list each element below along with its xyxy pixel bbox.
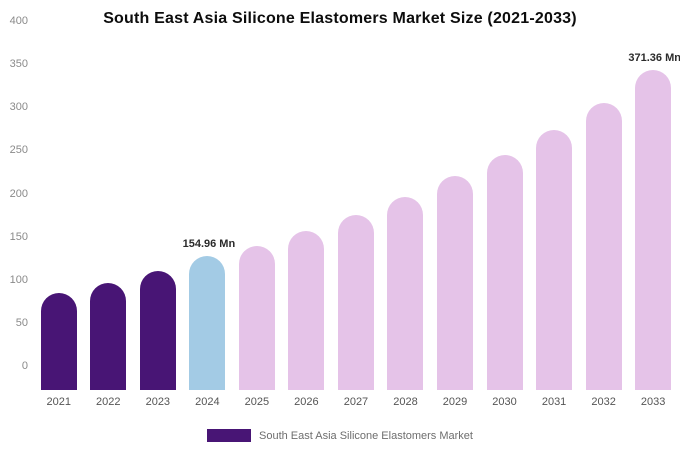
bar-value-label: 371.36 Mn (628, 51, 680, 64)
y-axis-tick: 200 (9, 187, 28, 200)
bar-2026 (288, 231, 325, 390)
y-axis-tick: 250 (9, 144, 28, 157)
bar-2030 (486, 154, 523, 390)
bar-2024 (189, 256, 226, 390)
legend-swatch (207, 429, 251, 442)
bars-row: 2021 2022 2023 154.96 Mn 2024 2025 2026 2027 202… (34, 45, 680, 414)
bar-column: 2023 (133, 45, 183, 414)
bar-2027 (337, 214, 374, 390)
y-axis-tick: 0 (21, 360, 28, 372)
bar-2023 (139, 270, 176, 390)
x-axis-label: 2023 (145, 396, 171, 408)
bar-2022 (90, 283, 127, 390)
y-axis-tick: 100 (9, 273, 28, 286)
bar-column: 154.96 Mn 2024 (182, 45, 236, 414)
y-axis-tick: 150 (9, 230, 28, 243)
plot-area: 0 50 100 150 200 250 300 350 400 2021 2022 2023 154… (0, 15, 680, 414)
y-axis-tick: 350 (9, 58, 28, 71)
bar-2033 (635, 69, 672, 390)
bar-column: 2032 (579, 45, 629, 414)
bar-2031 (536, 130, 573, 390)
bar-column: 2025 (232, 45, 282, 414)
x-axis-label: 2029 (442, 396, 468, 408)
x-axis-label: 2022 (96, 396, 121, 408)
bar-column: 2026 (282, 45, 332, 414)
x-axis-label: 2033 (640, 396, 666, 408)
bar-2029 (437, 176, 474, 390)
x-axis-label: 2032 (591, 396, 616, 408)
y-axis-tick: 400 (9, 15, 28, 27)
x-axis-label: 2030 (492, 396, 517, 408)
x-axis-label: 2021 (46, 396, 71, 408)
bar-2021 (40, 293, 77, 390)
legend-label: South East Asia Silicone Elastomers Mark… (259, 429, 473, 442)
bar-column: 2030 (480, 45, 530, 414)
bar-2028 (387, 196, 424, 390)
bar-column: 371.36 Mn 2033 (628, 45, 680, 414)
x-axis-label: 2028 (393, 396, 418, 408)
bar-column: 2029 (430, 45, 480, 414)
x-axis-label: 2024 (195, 396, 220, 408)
bar-2025 (238, 245, 275, 390)
bar-column: 2021 (34, 45, 84, 414)
x-axis-label: 2027 (343, 396, 369, 408)
y-axis-tick: 50 (15, 316, 28, 329)
legend: South East Asia Silicone Elastomers Mark… (0, 429, 680, 442)
bar-value-label: 154.96 Mn (182, 238, 236, 251)
y-axis: 0 50 100 150 200 250 300 350 400 (0, 15, 30, 390)
y-axis-tick: 300 (9, 101, 28, 114)
bar-column: 2028 (381, 45, 431, 414)
bar-2032 (585, 102, 622, 390)
bar-column: 2031 (529, 45, 579, 414)
x-axis-label: 2026 (294, 396, 319, 408)
chart-title: South East Asia Silicone Elastomers Mark… (103, 10, 577, 27)
bar-column: 2022 (84, 45, 134, 414)
bar-column: 2027 (331, 45, 381, 414)
x-axis-label: 2025 (244, 396, 270, 408)
x-axis-label: 2031 (541, 396, 567, 408)
